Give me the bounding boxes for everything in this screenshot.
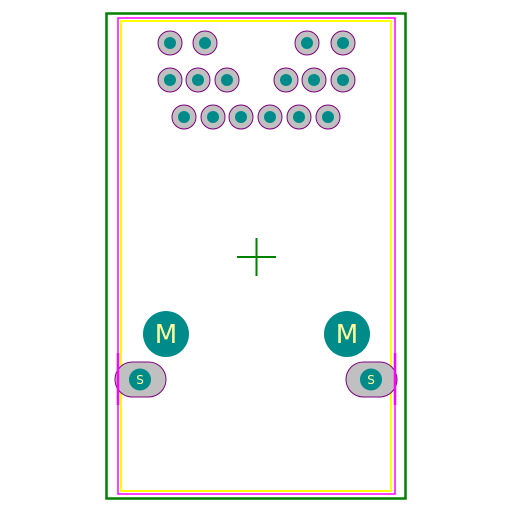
signal-pad[interactable]: [257, 104, 283, 130]
fab-outline: [117, 17, 396, 495]
mounting-hole-left[interactable]: M: [143, 311, 189, 357]
signal-pad-drill: [207, 111, 219, 123]
signal-pad[interactable]: [294, 30, 320, 56]
signal-pad-drill: [337, 74, 349, 86]
silkscreen-outline: [120, 20, 392, 492]
signal-pad-drill: [178, 111, 190, 123]
signal-pad-drill: [192, 74, 204, 86]
mounting-hole-label: M: [155, 320, 177, 350]
signal-pad-array: [157, 30, 356, 130]
signal-pad[interactable]: [192, 30, 218, 56]
signal-pad[interactable]: [185, 67, 211, 93]
shield-pad-label: S: [367, 373, 375, 387]
signal-pad-drill: [264, 111, 276, 123]
signal-pad-drill: [280, 74, 292, 86]
courtyard-outline: [105, 12, 407, 500]
shield-pad-right[interactable]: S: [345, 361, 398, 398]
signal-pad-drill: [293, 111, 305, 123]
signal-pad[interactable]: [214, 67, 240, 93]
shield-pad-label: S: [136, 373, 144, 387]
signal-pad-drill: [164, 74, 176, 86]
signal-pad-drill: [235, 111, 247, 123]
signal-pad-drill: [337, 37, 349, 49]
origin-crosshair-icon: [237, 238, 276, 276]
signal-pad-drill: [308, 74, 320, 86]
signal-pad[interactable]: [228, 104, 254, 130]
signal-pad[interactable]: [330, 30, 356, 56]
signal-pad[interactable]: [171, 104, 197, 130]
signal-pad-drill: [301, 37, 313, 49]
shield-pad-left[interactable]: S: [114, 361, 167, 398]
mounting-hole-label: M: [336, 320, 358, 350]
signal-pad[interactable]: [200, 104, 226, 130]
mounting-hole-right[interactable]: M: [324, 311, 370, 357]
signal-pad[interactable]: [330, 67, 356, 93]
signal-pad-drill: [322, 111, 334, 123]
signal-pad[interactable]: [286, 104, 312, 130]
signal-pad[interactable]: [315, 104, 341, 130]
signal-pad-drill: [199, 37, 211, 49]
signal-pad[interactable]: [157, 30, 183, 56]
signal-pad[interactable]: [157, 67, 183, 93]
signal-pad-drill: [221, 74, 233, 86]
signal-pad[interactable]: [273, 67, 299, 93]
signal-pad-drill: [164, 37, 176, 49]
signal-pad[interactable]: [301, 67, 327, 93]
